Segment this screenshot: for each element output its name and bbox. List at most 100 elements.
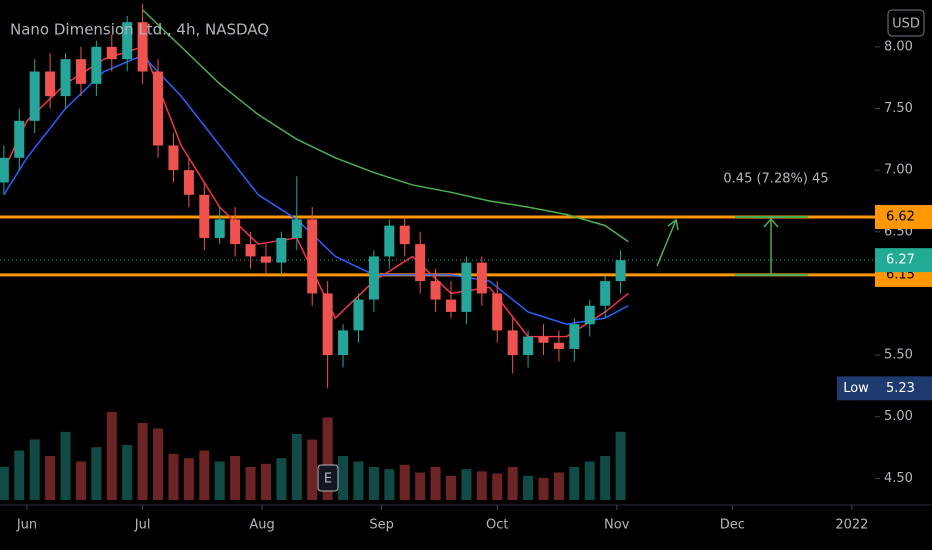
volume-bar (199, 450, 210, 500)
candle-body (461, 262, 472, 312)
volume-bar (569, 467, 580, 500)
volume-bar (75, 461, 86, 500)
volume-bar (353, 461, 364, 500)
volume-bar (260, 463, 271, 500)
volume-bar (106, 412, 117, 500)
candle-body (29, 71, 40, 121)
candle-body (368, 256, 379, 300)
candle-body (0, 157, 9, 183)
volume-bar (445, 475, 456, 500)
volume-bar (122, 445, 133, 500)
candle-body (338, 330, 349, 356)
candle-body (153, 71, 164, 146)
candle-body (584, 305, 595, 325)
candle-body (91, 46, 102, 84)
volume-bar (183, 458, 194, 500)
candle-body (600, 281, 611, 306)
event-badge[interactable] (317, 464, 339, 492)
volume-bar (245, 467, 256, 500)
volume-bar (415, 472, 426, 500)
candle-body (553, 342, 564, 349)
y-tick-label: 5.00 (884, 409, 913, 424)
y-tick-label: 7.00 (884, 163, 913, 178)
volume-bar (214, 461, 225, 500)
y-tick-label: 8.00 (884, 39, 913, 54)
x-tick-label: Aug (249, 518, 274, 533)
candle-body (137, 22, 148, 72)
volume-bar (45, 456, 56, 500)
candle-body (45, 71, 56, 97)
volume-bar (523, 475, 534, 500)
measure-arrow-head (763, 217, 779, 228)
candle-body (353, 299, 364, 331)
volume-bar (600, 456, 611, 500)
volume-bar (368, 467, 379, 500)
volume-bar (291, 434, 302, 500)
x-tick-label: 2022 (835, 518, 868, 533)
plot (0, 3, 875, 500)
volume-bar (461, 469, 472, 500)
y-tick-label: 4.50 (884, 471, 913, 486)
candle-body (260, 256, 271, 263)
volume-bar (137, 423, 148, 500)
candle-body (183, 170, 194, 195)
candle-body (384, 225, 395, 257)
candle-body (307, 219, 318, 294)
volume-bar (476, 471, 487, 500)
event-badge-label[interactable]: E (324, 472, 332, 487)
candle-body (445, 299, 456, 312)
price-label-bg (875, 248, 932, 273)
volume-bar (153, 428, 164, 500)
candle-body (430, 281, 441, 300)
currency-button[interactable] (887, 9, 925, 37)
candle-body (122, 22, 133, 60)
candle-body (168, 145, 179, 171)
price-label-bg (875, 204, 932, 229)
candle-body (60, 59, 71, 97)
moving-average (142, 9, 629, 243)
candle-body (476, 262, 487, 294)
x-tick-label: Dec (720, 518, 745, 533)
volume-bar (0, 467, 9, 500)
candle-body (569, 324, 580, 349)
volume-bar (322, 417, 333, 500)
trend-arrow (656, 218, 679, 267)
volume-bar (307, 439, 318, 500)
candle-body (276, 237, 287, 263)
volume-bar (430, 467, 441, 500)
candle-body (14, 120, 25, 158)
volume-bar (91, 447, 102, 500)
candle-body (199, 194, 210, 238)
volume-bar (615, 431, 626, 500)
volume-bar (60, 431, 71, 500)
price-label: 6.27 (886, 253, 915, 268)
volume-bar (492, 473, 503, 500)
x-tick-label: Jun (16, 518, 37, 533)
volume-bar (168, 453, 179, 500)
volume-bar (399, 464, 410, 500)
price-label: 5.23 (886, 381, 915, 396)
x-tick-label: Oct (486, 518, 508, 533)
candle-body (214, 219, 225, 238)
candle-body (75, 59, 86, 84)
volume-bar (338, 456, 349, 500)
volume-bar (584, 461, 595, 500)
candle-body (399, 225, 410, 245)
volume-bar (29, 439, 40, 500)
low-tag-bg (837, 376, 875, 401)
volume-bar (507, 467, 518, 500)
y-tick-label: 5.50 (884, 348, 913, 363)
candle-body (523, 336, 534, 356)
x-tick-label: Sep (369, 518, 394, 533)
low-tag: Low (843, 381, 869, 396)
candle-body (507, 330, 518, 356)
candle-body (322, 293, 333, 356)
candle-body (106, 46, 117, 60)
candle-body (492, 293, 503, 331)
candle-body (615, 260, 626, 282)
chart-title: Nano Dimension Ltd., 4h, NASDAQ (10, 21, 269, 39)
x-tick-label: Jul (134, 518, 151, 533)
currency-label[interactable]: USD (892, 17, 920, 32)
volume-bar (14, 450, 25, 500)
